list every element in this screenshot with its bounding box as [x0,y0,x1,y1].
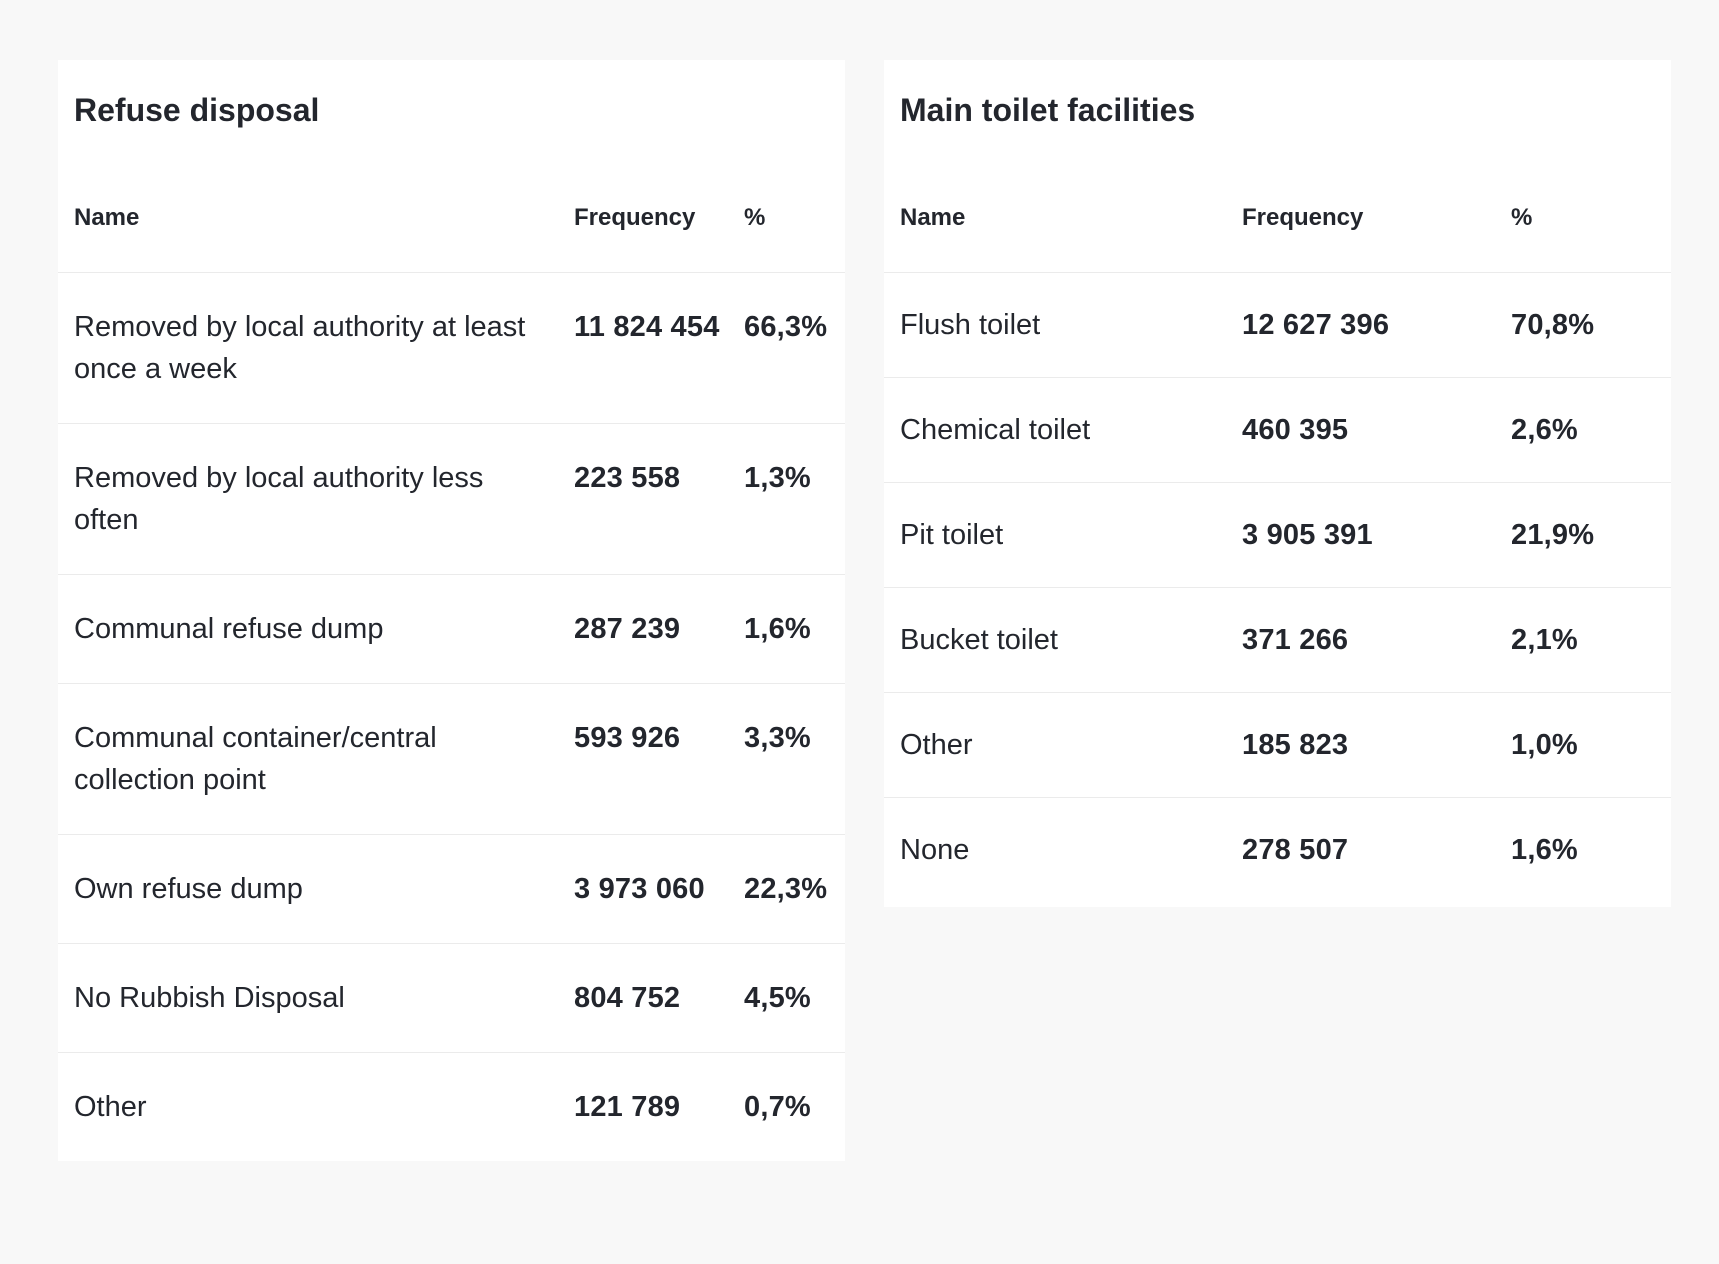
row-percent: 1,6% [728,574,845,684]
table-header-row: Name Frequency % [58,148,845,273]
row-name: Communal container/central collection po… [58,683,558,835]
column-header-percent: % [728,148,845,273]
row-percent: 66,3% [728,272,845,424]
table-row: No Rubbish Disposal 804 752 4,5% [58,943,845,1053]
row-name: Communal refuse dump [58,574,558,684]
row-percent: 2,1% [1495,587,1671,693]
row-name: Flush toilet [884,272,1226,378]
main-toilet-facilities-table: Name Frequency % Flush toilet 12 627 396… [884,148,1671,907]
row-frequency: 185 823 [1226,692,1495,798]
table-row: Pit toilet 3 905 391 21,9% [884,482,1671,588]
row-percent: 1,6% [1511,833,1578,866]
table-row: Bucket toilet 371 266 2,1% [884,587,1671,693]
column-header-name: Name [884,148,1226,273]
table-row: Other 121 789 0,7% [58,1052,845,1161]
row-percent: 21,9% [1495,482,1671,588]
row-frequency: 371 266 [1226,587,1495,693]
table-row: Removed by local authority at least once… [58,272,845,424]
column-header-frequency: Frequency [558,148,728,273]
table-row: None 278 507 1,6% [884,797,1671,907]
row-percent: 22,3% [728,834,845,944]
row-frequency: 804 752 [558,943,728,1053]
column-header-name: Name [58,148,558,273]
row-percent: 0,7% [744,1090,811,1123]
row-name: Other [74,1090,147,1123]
row-frequency: 12 627 396 [1226,272,1495,378]
row-frequency: 121 789 [574,1090,681,1123]
column-header-percent: % [1495,148,1671,273]
row-name: None [900,833,970,866]
table-row: Own refuse dump 3 973 060 22,3% [58,834,845,944]
row-name: Own refuse dump [58,834,558,944]
row-frequency: 3 905 391 [1226,482,1495,588]
main-toilet-facilities-card: Main toilet facilities Name Frequency % … [884,60,1671,907]
row-name: Bucket toilet [884,587,1226,693]
column-header-frequency: Frequency [1226,148,1495,273]
table-row: Communal container/central collection po… [58,683,845,835]
row-name: Pit toilet [884,482,1226,588]
table-row: Removed by local authority less often 22… [58,423,845,575]
row-name: Other [884,692,1226,798]
row-name: Chemical toilet [884,377,1226,483]
row-percent: 3,3% [728,683,845,835]
refuse-disposal-card: Refuse disposal Name Frequency % Removed… [58,60,845,1161]
row-frequency: 460 395 [1226,377,1495,483]
row-percent: 70,8% [1495,272,1671,378]
row-frequency: 3 973 060 [558,834,728,944]
table-header-row: Name Frequency % [884,148,1671,273]
main-toilet-facilities-title: Main toilet facilities [900,92,1196,128]
row-percent: 1,0% [1495,692,1671,798]
row-frequency: 287 239 [558,574,728,684]
row-frequency: 278 507 [1242,833,1349,866]
row-percent: 2,6% [1495,377,1671,483]
table-row: Flush toilet 12 627 396 70,8% [884,272,1671,378]
row-frequency: 11 824 454 [558,272,728,424]
row-percent: 1,3% [728,423,845,575]
table-row: Communal refuse dump 287 239 1,6% [58,574,845,684]
row-name: No Rubbish Disposal [58,943,558,1053]
refuse-disposal-table: Name Frequency % Removed by local author… [58,148,845,1161]
row-frequency: 223 558 [558,423,728,575]
table-row: Other 185 823 1,0% [884,692,1671,798]
row-frequency: 593 926 [558,683,728,835]
row-name: Removed by local authority at least once… [58,272,558,424]
refuse-disposal-title: Refuse disposal [74,92,320,128]
table-row: Chemical toilet 460 395 2,6% [884,377,1671,483]
row-name: Removed by local authority less often [58,423,558,575]
row-percent: 4,5% [728,943,845,1053]
